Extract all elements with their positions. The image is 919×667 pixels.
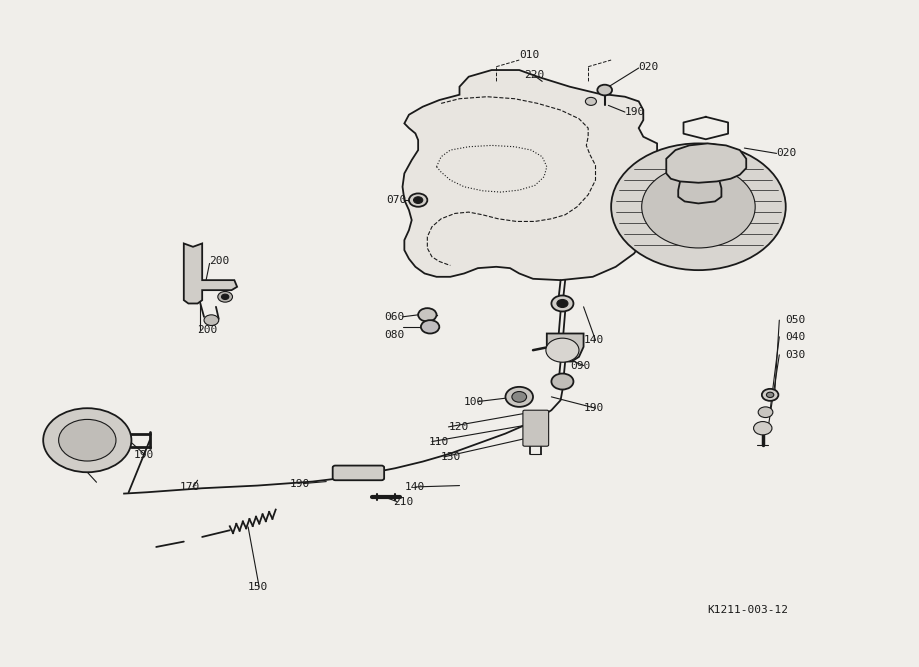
Text: K1211-003-12: K1211-003-12	[708, 606, 789, 615]
Text: 190: 190	[584, 404, 604, 413]
Text: 190: 190	[133, 450, 153, 460]
Circle shape	[557, 299, 568, 307]
Text: 100: 100	[464, 397, 484, 406]
PathPatch shape	[184, 243, 237, 303]
Circle shape	[218, 291, 233, 302]
Circle shape	[59, 420, 116, 461]
Text: 170: 170	[179, 482, 199, 492]
Circle shape	[551, 374, 573, 390]
Text: 210: 210	[393, 497, 414, 506]
Text: 120: 120	[448, 422, 469, 432]
Text: 200: 200	[210, 257, 230, 266]
Circle shape	[421, 320, 439, 334]
Text: 140: 140	[584, 336, 604, 345]
Text: 020: 020	[777, 149, 797, 158]
Circle shape	[505, 387, 533, 407]
Text: 020: 020	[639, 62, 659, 71]
Circle shape	[551, 295, 573, 311]
Text: 150: 150	[248, 582, 268, 592]
Text: 050: 050	[786, 315, 806, 325]
Circle shape	[546, 338, 579, 362]
FancyBboxPatch shape	[523, 410, 549, 446]
Text: 060: 060	[384, 312, 404, 321]
Circle shape	[414, 197, 423, 203]
Text: 220: 220	[524, 70, 544, 79]
PathPatch shape	[547, 334, 584, 362]
Circle shape	[418, 308, 437, 321]
Text: 140: 140	[404, 482, 425, 492]
Circle shape	[221, 294, 229, 299]
Circle shape	[766, 392, 774, 398]
Text: 010: 010	[519, 50, 539, 59]
Text: 080: 080	[384, 330, 404, 340]
Circle shape	[611, 143, 786, 270]
Text: 200: 200	[198, 325, 218, 335]
Text: 090: 090	[570, 361, 590, 370]
PathPatch shape	[666, 143, 746, 183]
Circle shape	[641, 165, 755, 248]
Text: 130: 130	[441, 452, 461, 462]
Circle shape	[43, 408, 131, 472]
Circle shape	[409, 193, 427, 207]
Circle shape	[585, 97, 596, 105]
Text: 190: 190	[289, 479, 310, 488]
Text: 110: 110	[429, 437, 449, 446]
PathPatch shape	[403, 70, 657, 280]
Text: 190: 190	[625, 107, 645, 117]
Circle shape	[754, 422, 772, 435]
Text: 040: 040	[786, 332, 806, 342]
Circle shape	[762, 389, 778, 401]
Circle shape	[597, 85, 612, 95]
Text: 070: 070	[386, 195, 406, 205]
Text: 030: 030	[786, 350, 806, 360]
Circle shape	[512, 392, 527, 402]
Circle shape	[204, 315, 219, 325]
Circle shape	[758, 407, 773, 418]
FancyBboxPatch shape	[333, 466, 384, 480]
